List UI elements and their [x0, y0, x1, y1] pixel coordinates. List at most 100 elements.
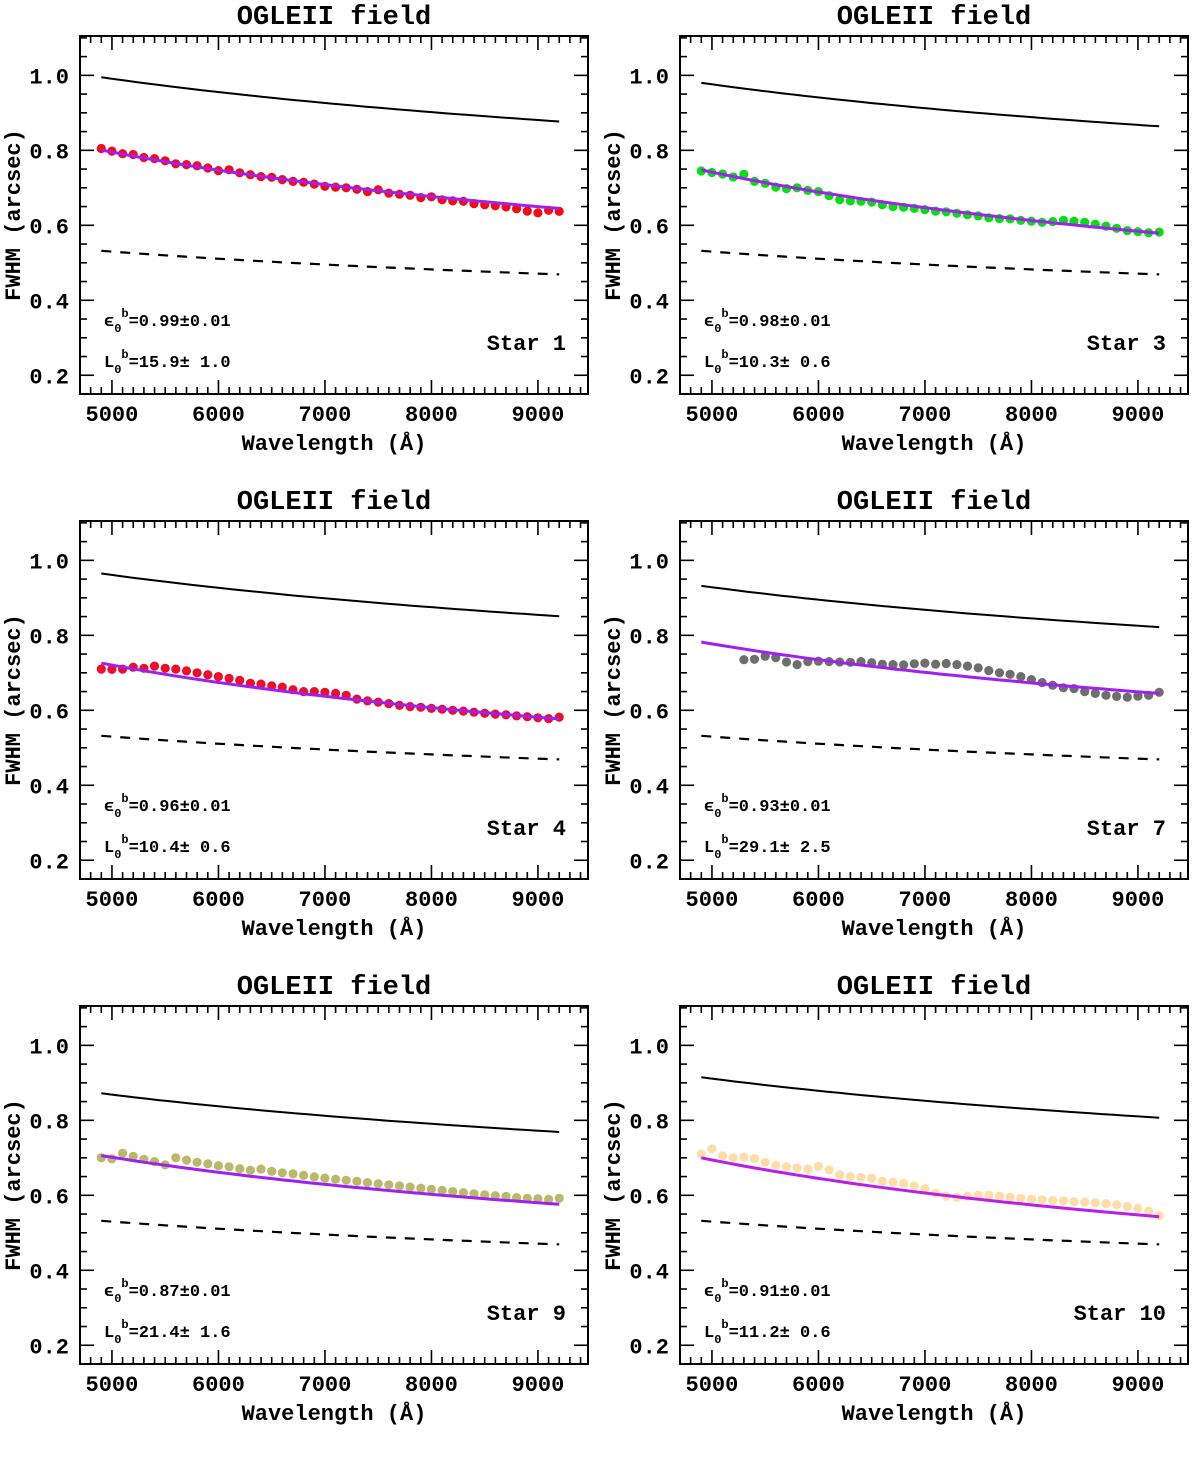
plot-box [79, 35, 589, 395]
x-tick-label: 6000 [792, 888, 845, 913]
data-point [554, 712, 564, 722]
seeing-upper-curve [701, 584, 1160, 629]
data-point [352, 1176, 362, 1186]
data-point [1026, 1194, 1036, 1204]
data-point [984, 666, 994, 676]
plot-box [679, 1005, 1189, 1365]
data-point [267, 1166, 277, 1176]
y-axis-label: FWHM (arcsec) [602, 129, 627, 301]
fit-line [101, 148, 560, 210]
data-point [458, 1188, 468, 1198]
seeing-upper-curve [101, 572, 560, 618]
data-point [405, 1182, 415, 1192]
outer-scale-annotation: L0b=10.3± 0.6 [704, 348, 831, 377]
data-point [1080, 687, 1090, 697]
data-point [739, 169, 749, 179]
chart-panel: OGLEII field 5000 6000 7000 8000 9000 0.2 0.4 0.… [600, 485, 1200, 970]
data-point [792, 660, 802, 670]
data-point [1005, 1192, 1015, 1202]
data-point [224, 1162, 234, 1172]
x-tick-label: 7000 [899, 1373, 952, 1398]
data-point [171, 664, 181, 674]
x-axis-label: Wavelength (Å) [242, 1401, 427, 1427]
data-point [1144, 1206, 1154, 1216]
data-point [1112, 1200, 1122, 1210]
star-label: Star 10 [1074, 1302, 1166, 1327]
x-tick-label: 8000 [405, 1373, 458, 1398]
x-tick-label: 5000 [86, 888, 139, 913]
chart-panel: OGLEII field 5000 6000 7000 8000 9000 0.2 0.4 0.… [0, 970, 600, 1455]
y-tick-label: 0.6 [29, 215, 69, 240]
data-point [544, 1194, 554, 1204]
panel-title: OGLEII field [237, 3, 431, 33]
epsilon-annotation: ϵ0b=0.98±0.01 [704, 307, 831, 336]
seeing-upper-curve [701, 1076, 1160, 1119]
data-point [245, 1165, 255, 1175]
data-point [533, 1194, 543, 1204]
data-point [416, 1183, 426, 1193]
data-point [192, 668, 202, 678]
chart-panel: OGLEII field 5000 6000 7000 8000 9000 0.2 0.4 0.… [600, 970, 1200, 1455]
axis-ticks [79, 1006, 588, 1365]
y-axis-label: FWHM (arcsec) [2, 1099, 27, 1271]
data-point [107, 664, 117, 674]
x-tick-label: 6000 [192, 403, 245, 428]
y-tick-label: 0.2 [29, 365, 69, 390]
x-tick-label: 5000 [86, 1373, 139, 1398]
y-tick-label: 1.0 [29, 550, 69, 575]
x-tick-label: 9000 [1112, 1373, 1165, 1398]
data-point [118, 1148, 128, 1158]
axis-ticks [79, 521, 588, 880]
x-axis-label: Wavelength (Å) [842, 916, 1027, 942]
fit-line [701, 640, 1160, 695]
data-point [235, 675, 245, 685]
y-axis-label: FWHM (arcsec) [2, 614, 27, 786]
data-point [1016, 672, 1026, 682]
plot-svg: OGLEII field 5000 6000 7000 8000 9000 0.2 0.4 0.… [2, 488, 589, 942]
data-point [1133, 691, 1143, 701]
panel-title: OGLEII field [837, 3, 1031, 33]
data-point [824, 1165, 834, 1175]
y-tick-label: 1.0 [29, 65, 69, 90]
data-point [760, 1157, 770, 1167]
y-tick-label: 0.8 [29, 625, 69, 650]
y-tick-label: 0.4 [629, 775, 669, 800]
star-label: Star 3 [1087, 332, 1166, 357]
y-tick-label: 0.4 [29, 775, 69, 800]
plot-svg: OGLEII field 5000 6000 7000 8000 9000 0.2 0.4 0.… [2, 3, 589, 457]
data-point [554, 1193, 564, 1203]
seeing-upper-curve [101, 76, 560, 123]
data-point [952, 660, 962, 670]
data-point [149, 661, 160, 671]
data-point [96, 1153, 106, 1163]
data-point [1122, 1202, 1132, 1212]
data-point [256, 679, 266, 689]
x-axis-label: Wavelength (Å) [842, 1401, 1027, 1427]
y-tick-label: 0.2 [29, 1335, 69, 1360]
data-point [181, 666, 192, 676]
seeing-lower-curve [701, 1219, 1160, 1246]
y-tick-label: 0.2 [629, 1335, 669, 1360]
seeing-lower-curve [701, 249, 1160, 276]
data-point [909, 1181, 919, 1191]
data-point [899, 1178, 909, 1188]
data-point [171, 1153, 181, 1163]
data-point [192, 1157, 202, 1167]
x-tick-label: 7000 [899, 888, 952, 913]
plot-box [679, 520, 1189, 880]
data-point [373, 1179, 383, 1189]
data-point [511, 204, 522, 214]
points-series [96, 1148, 564, 1204]
data-point [1090, 688, 1100, 698]
data-point [920, 1184, 930, 1194]
panel-title: OGLEII field [837, 488, 1031, 518]
axis-ticks [79, 36, 588, 395]
epsilon-annotation: ϵ0b=0.87±0.01 [104, 1277, 231, 1306]
chart-panel: OGLEII field 5000 6000 7000 8000 9000 0.2 0.4 0.… [0, 485, 600, 970]
x-tick-label: 7000 [299, 403, 352, 428]
x-tick-label: 9000 [1112, 888, 1165, 913]
data-point [213, 1161, 223, 1171]
x-tick-label: 9000 [512, 1373, 565, 1398]
data-point [533, 208, 543, 218]
